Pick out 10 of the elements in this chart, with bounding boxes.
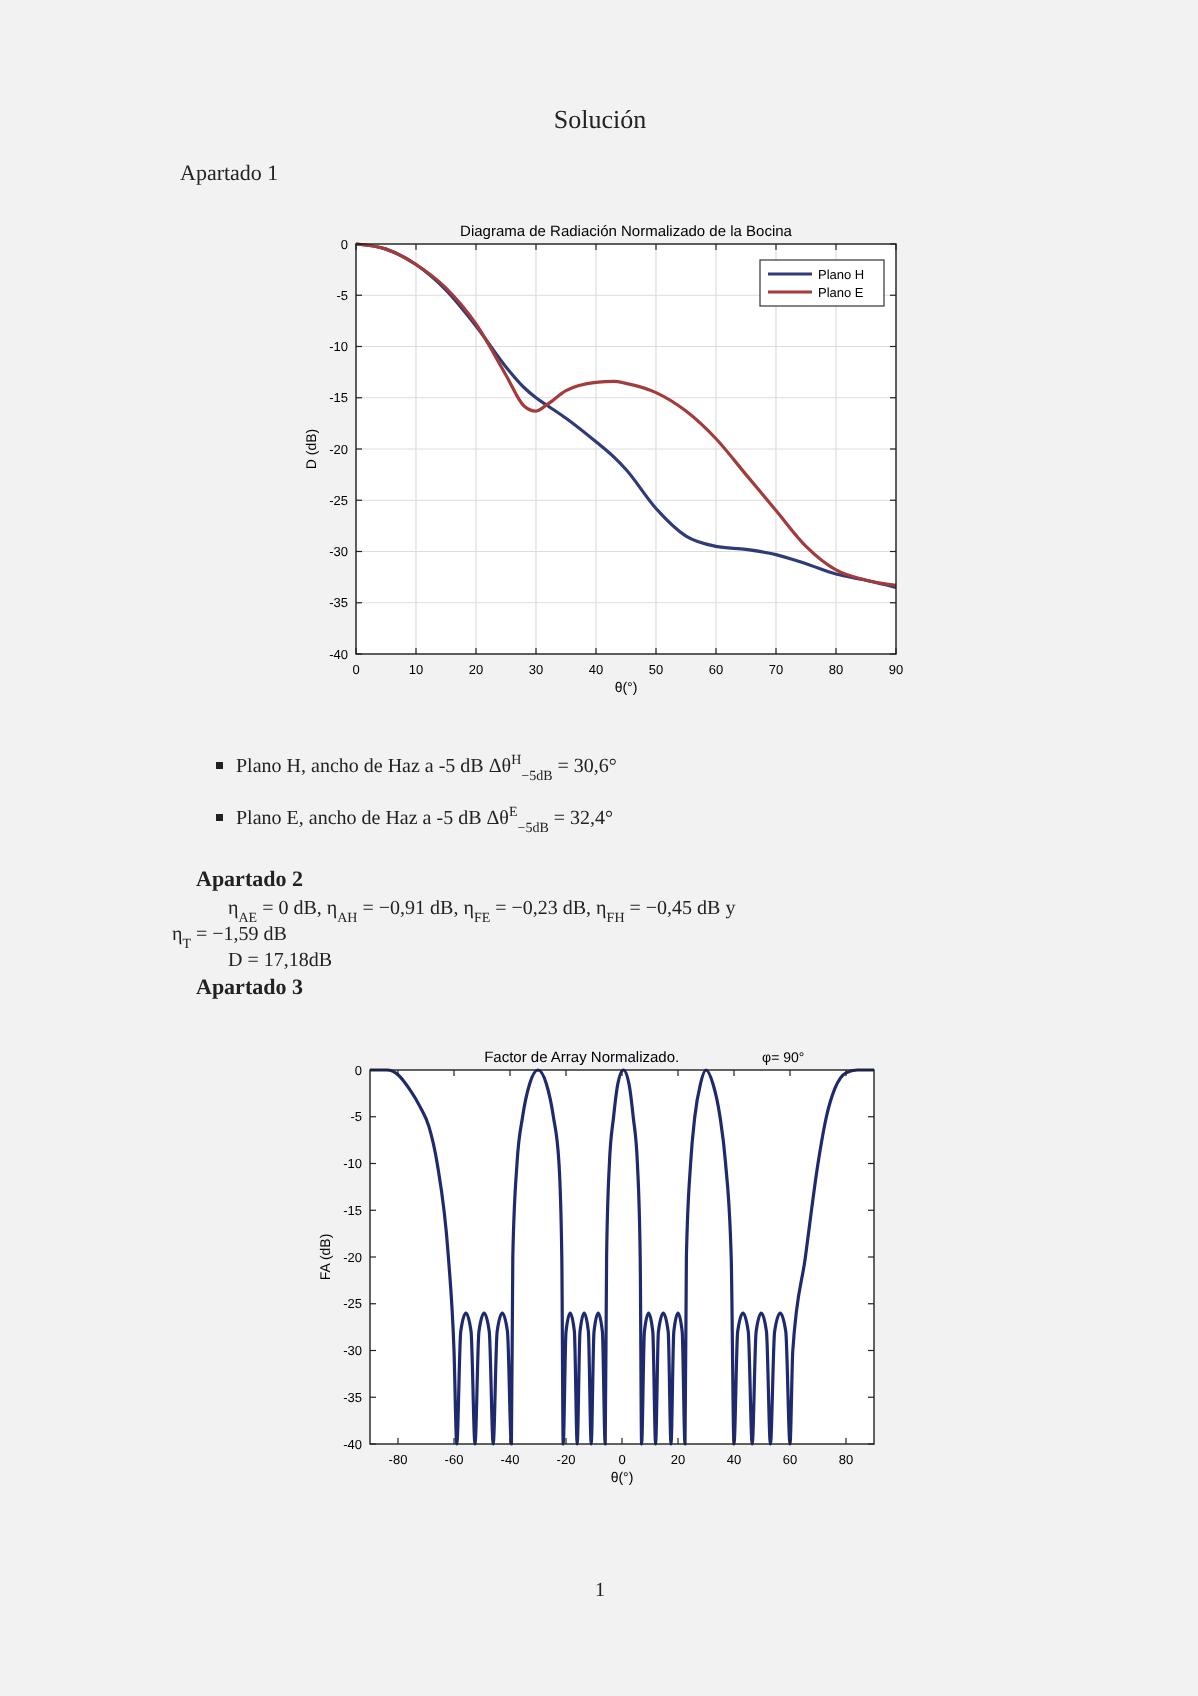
text: 1	[595, 1580, 605, 1602]
text: η$_{T}$ = −1,59 dB	[172, 924, 288, 952]
text: Plano E, ancho de Haz a -5 dB Δθ$^{E}$$_{−5dB}$ = 32,4°	[236, 804, 614, 836]
text: Apartado 1	[180, 162, 279, 186]
text: Plano H, ancho de Haz a -5 dB Δθ$^{H}$$_{−5dB}$ = 30,6°	[236, 752, 617, 784]
text: Apartado 2	[196, 868, 304, 892]
text: Apartado 3	[196, 976, 304, 1000]
text: Solución	[553, 104, 648, 134]
text: D = 17,18dB	[228, 950, 333, 972]
text: η$_{AE}$ = 0 dB, η$_{AH}$ = −0,91 dB, η$_{FE}$ = −0,23 dB, η$_{FH}$ = −0,45 dB y	[228, 898, 736, 926]
